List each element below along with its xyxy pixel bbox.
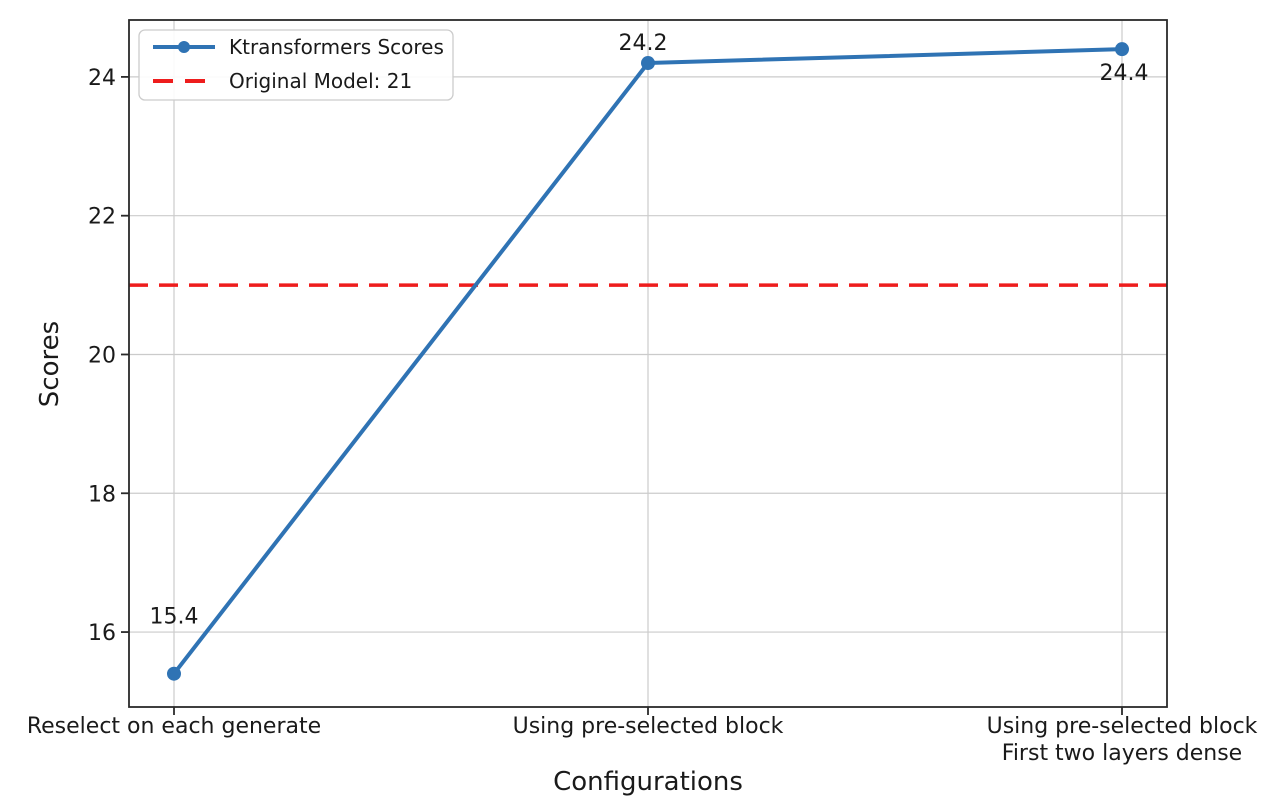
plot-area: 16 18 20 22 24 Reselect on each generate Using… <box>27 19 1258 766</box>
x-tick-label: Using pre-selected block <box>987 714 1258 739</box>
legend-series-marker <box>178 41 190 53</box>
x-axis-label: Configurations <box>553 767 743 797</box>
series-marker <box>1115 42 1129 57</box>
series-marker <box>167 666 181 681</box>
series-marker <box>641 56 655 71</box>
y-tick-label: 22 <box>88 205 116 230</box>
y-tick-label: 24 <box>88 66 116 91</box>
x-tick-label: First two layers dense <box>1002 741 1242 766</box>
y-tick-label: 16 <box>88 621 116 646</box>
legend-reference-label: Original Model: 21 <box>229 69 412 93</box>
legend-series-label: Ktransformers Scores <box>229 35 444 59</box>
legend-box <box>138 29 454 101</box>
y-axis-label: Scores <box>35 321 65 407</box>
y-tick-label: 20 <box>88 343 116 368</box>
point-annotation: 24.4 <box>1100 61 1149 86</box>
x-tick-label: Using pre-selected block <box>513 714 784 739</box>
x-tick-label: Reselect on each generate <box>27 714 321 739</box>
legend-entry-series: Ktransformers Scores <box>153 35 444 59</box>
y-tick-label: 18 <box>88 482 116 507</box>
point-annotation: 24.2 <box>619 31 668 56</box>
legend: Ktransformers Scores Original Model: 21 <box>138 29 454 101</box>
point-annotation: 15.4 <box>150 605 199 630</box>
legend-entry-reference: Original Model: 21 <box>153 69 412 93</box>
